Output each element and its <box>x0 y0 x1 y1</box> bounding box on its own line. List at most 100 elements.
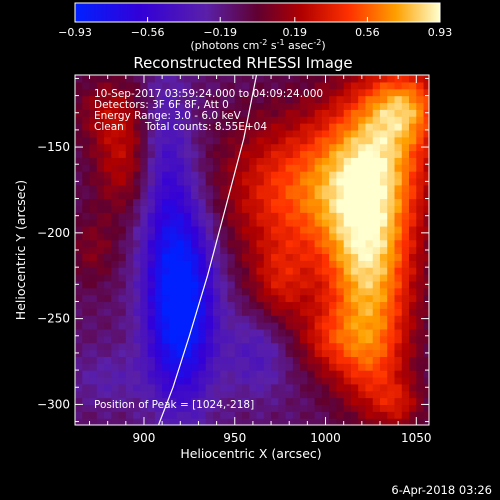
heatmap-cell <box>423 390 429 399</box>
heatmap-cell <box>220 212 229 220</box>
heatmap-cell <box>300 363 308 371</box>
heatmap-cell <box>423 356 429 364</box>
heatmap-cell <box>387 239 396 248</box>
heatmap-cell <box>82 136 91 145</box>
heatmap-cell <box>191 136 200 145</box>
heatmap-cell <box>292 225 301 234</box>
heatmap-cell <box>212 356 221 364</box>
heatmap-cell <box>329 102 338 110</box>
heatmap-cell <box>133 191 141 200</box>
heatmap-cell <box>111 349 120 357</box>
heatmap-cell <box>220 301 229 309</box>
heatmap-cell <box>133 232 141 241</box>
heatmap-cell <box>96 129 105 138</box>
heatmap-cell <box>140 116 149 124</box>
heatmap-cell <box>300 232 308 241</box>
heatmap-cell <box>212 205 221 213</box>
heatmap-cell <box>423 81 429 90</box>
heatmap-cell <box>125 260 134 268</box>
heatmap-cell <box>416 418 425 425</box>
heatmap-cell <box>292 418 301 425</box>
heatmap-cell <box>350 198 359 206</box>
heatmap-cell <box>292 246 301 255</box>
heatmap-cell <box>234 95 243 104</box>
heatmap-cell <box>249 301 258 309</box>
heatmap-cell <box>154 232 163 241</box>
heatmap-cell <box>176 315 185 323</box>
heatmap-cell <box>104 390 112 399</box>
heatmap-cell <box>104 205 112 213</box>
heatmap-cell <box>336 212 345 220</box>
heatmap-cell <box>416 95 425 104</box>
heatmap-cell <box>75 136 83 145</box>
heatmap-cell <box>191 95 200 104</box>
heatmap-cell <box>140 411 149 419</box>
heatmap-cell <box>256 150 265 158</box>
heatmap-cell <box>350 383 359 392</box>
heatmap-cell <box>278 184 287 193</box>
heatmap-cell <box>169 123 178 131</box>
heatmap-cell <box>423 322 429 330</box>
heatmap-cell <box>249 157 258 165</box>
heatmap-cell <box>423 370 429 378</box>
heatmap-cell <box>314 191 323 200</box>
heatmap-cell <box>133 102 141 110</box>
heatmap-cell <box>307 253 316 261</box>
heatmap-cell <box>358 383 367 392</box>
heatmap-cell <box>249 397 258 406</box>
heatmap-cell <box>234 219 243 227</box>
heatmap-cell <box>191 411 200 419</box>
heatmap-cell <box>220 191 229 200</box>
heatmap-cell <box>220 404 229 412</box>
heatmap-cell <box>227 164 236 172</box>
heatmap-cell <box>125 129 134 138</box>
heatmap-cell <box>256 253 265 261</box>
heatmap-cell <box>416 411 425 419</box>
heatmap-cell <box>314 143 323 152</box>
heatmap-cell <box>292 383 301 392</box>
heatmap-cell <box>111 123 120 131</box>
heatmap-cell <box>111 370 120 378</box>
heatmap-cell <box>401 294 410 303</box>
heatmap-cell <box>111 225 120 234</box>
heatmap-cell <box>358 274 367 282</box>
heatmap-cell <box>191 116 200 124</box>
heatmap-cell <box>227 363 236 371</box>
heatmap-cell <box>387 232 396 241</box>
heatmap-cell <box>394 246 403 255</box>
heatmap-cell <box>75 164 83 172</box>
heatmap-cell <box>125 232 134 241</box>
heatmap-cell <box>140 219 149 227</box>
heatmap-cell <box>96 342 105 351</box>
heatmap-cell <box>329 328 338 337</box>
heatmap-cell <box>285 171 294 179</box>
heatmap-cell <box>278 363 287 371</box>
heatmap-cell <box>329 184 338 193</box>
heatmap-cell <box>271 123 279 131</box>
heatmap-cell <box>372 109 381 117</box>
heatmap-cell <box>394 301 403 309</box>
heatmap-cell <box>394 88 403 97</box>
heatmap-cell <box>227 370 236 378</box>
heatmap-cell <box>256 232 265 241</box>
heatmap-cell <box>307 274 316 282</box>
heatmap-cell <box>387 171 396 179</box>
heatmap-cell <box>278 225 287 234</box>
heatmap-cell <box>350 335 359 344</box>
heatmap-cell <box>147 308 156 316</box>
heatmap-cell <box>183 253 192 261</box>
heatmap-cell <box>365 253 374 261</box>
heatmap-cell <box>343 280 352 289</box>
heatmap-cell <box>198 116 207 124</box>
heatmap-cell <box>205 397 214 406</box>
heatmap-cell <box>292 308 301 316</box>
heatmap-cell <box>147 376 156 385</box>
heatmap-cell <box>118 75 127 83</box>
heatmap-cell <box>321 81 330 90</box>
heatmap-cell <box>118 184 127 193</box>
heatmap-cell <box>96 177 105 186</box>
heatmap-cell <box>358 177 367 186</box>
heatmap-cell <box>212 88 221 97</box>
heatmap-cell <box>365 274 374 282</box>
heatmap-cell <box>104 397 112 406</box>
